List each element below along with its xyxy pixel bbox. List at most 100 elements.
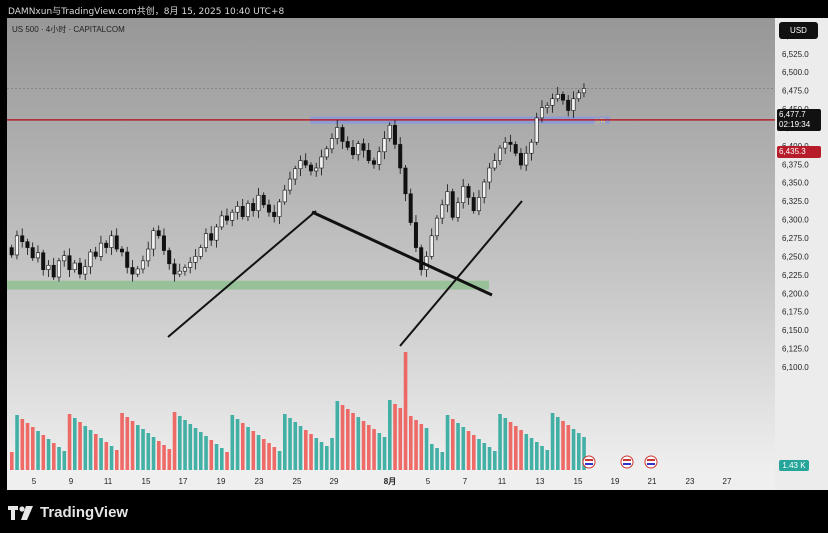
volume-bar [188,424,193,470]
volume-bar [241,423,245,470]
candle-body [198,247,203,257]
volume-bar [367,425,371,470]
candle-body [555,94,560,100]
volume-bar [361,421,366,470]
currency-button[interactable]: USD [779,22,818,39]
candle-body [293,168,298,180]
volume-bar [73,418,77,470]
volume-bar [346,409,350,470]
candlestick-chart: 6,550.06,525.06,500.06,475.06,450.06,425… [7,31,809,486]
plot-area[interactable] [7,18,775,472]
chart-frame: 6,550.06,525.06,500.06,475.06,450.06,425… [0,18,828,500]
volume-bar [477,439,481,470]
candle-body [387,124,392,139]
volume-bar [62,451,67,470]
candle-body [303,160,308,166]
volume-bar [20,419,25,470]
candle-body [188,262,193,268]
volume-bar [356,417,361,470]
candle-body [245,203,250,217]
candle-body [508,141,513,145]
candle-body [492,160,497,169]
volume-bar [78,422,82,470]
candle-body [98,242,103,257]
y-tick-label: 6,375.0 [782,160,809,169]
volume-bar [36,431,40,470]
candle-body [434,217,439,237]
volume-bar [125,417,130,470]
current-price-value: 6,477.7 [779,110,806,119]
brand-logo[interactable]: TradingView [8,504,128,521]
volume-bar [31,427,35,470]
support-zone [7,280,489,290]
volume-bar [214,444,219,470]
candle-body [282,189,287,203]
volume-bar [550,413,555,470]
candle-body [20,235,25,242]
volume-bar [577,433,581,470]
candle-body [62,255,67,262]
candle-body [539,107,544,119]
x-tick-label: 19 [611,477,620,486]
volume-bar [309,434,313,470]
candle-body [419,247,424,270]
candle-body [324,148,329,158]
candle-body [366,150,371,161]
candle-body [550,98,555,106]
volume-bar [52,443,56,470]
candle-body [51,264,56,278]
volume-bar [561,421,565,470]
candle-body [335,127,340,139]
x-tick-label: 7 [463,477,468,486]
volume-bar [319,442,324,470]
volume-bar [267,443,271,470]
candle-body [266,204,271,213]
candle-body [272,211,277,217]
price-axis[interactable] [775,18,828,490]
x-tick-label: 15 [142,477,151,486]
volume-bar [540,446,544,470]
current-price-tag: 6,477.7 02:19:34 [777,109,821,131]
volume-bar [41,435,46,470]
candle-body [518,152,523,166]
candle-body [46,264,51,270]
candle-body [445,191,450,206]
volume-bar [230,415,235,470]
volume-bar [524,434,529,470]
candle-body [545,105,550,108]
volume-bar [430,444,434,470]
candle-body [261,194,266,206]
volume-bar [314,438,319,470]
candle-body [524,152,529,166]
us-flag-icon [620,455,634,469]
candle-body [314,167,319,172]
volume-bar [571,429,576,470]
y-tick-label: 6,500.0 [782,68,809,77]
candle-body [392,124,397,145]
horizontal-line-price-tag[interactable]: 6,435.3 [777,146,821,158]
candle-countdown: 02:19:34 [779,120,811,129]
x-tick-label: 8月 [384,477,396,486]
candle-body [161,235,166,251]
volume-bar [382,437,387,470]
x-tick-label: 19 [217,477,226,486]
x-tick-label: 17 [179,477,188,486]
candle-body [114,235,119,250]
time-axis[interactable] [7,472,775,490]
volume-bar [461,427,466,470]
volume-bar [335,401,340,470]
y-tick-label: 6,350.0 [782,179,809,188]
flag-stripe [647,463,655,465]
symbol-label[interactable]: US 500 · 4小时 · CAPITALCOM [12,25,125,34]
volume-bar [151,437,156,470]
candle-body [350,147,355,156]
candle-body [182,267,187,272]
volume-bar [556,417,560,470]
candle-body [429,235,434,257]
candle-body [340,127,345,142]
volume-bar [256,435,261,470]
candle-body [77,262,82,275]
candle-body [413,222,418,248]
volume-bar [293,422,298,470]
volume-bar [566,425,571,470]
